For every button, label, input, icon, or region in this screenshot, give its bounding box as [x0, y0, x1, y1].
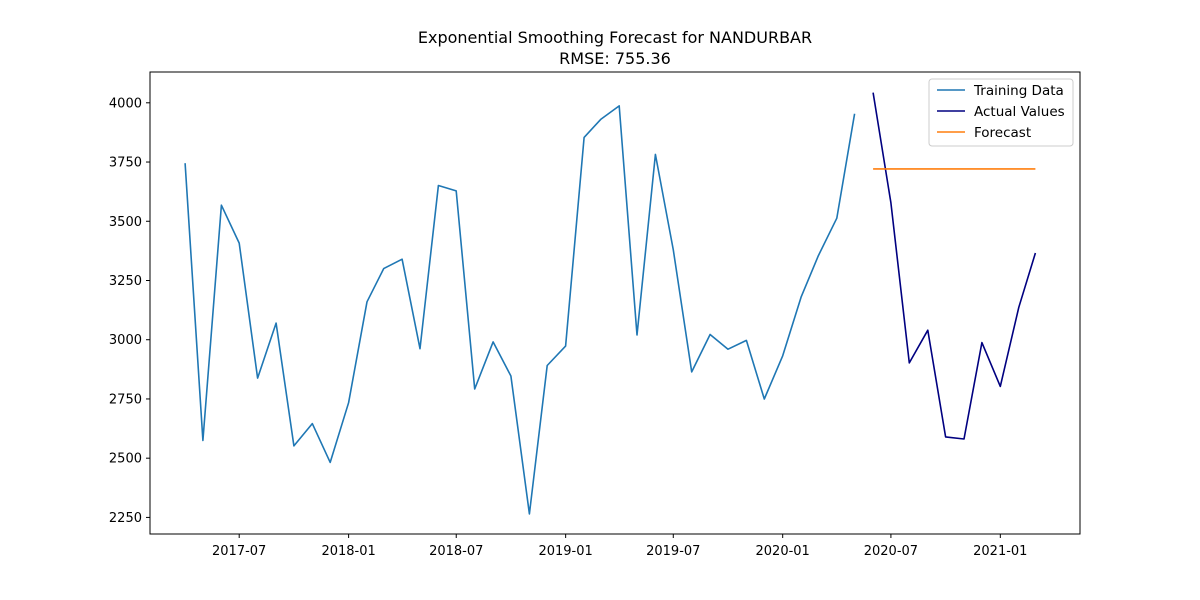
y-tick-label: 2250 — [109, 511, 142, 526]
x-tick-label: 2020-07 — [864, 544, 918, 559]
x-tick-label: 2020-01 — [756, 544, 810, 559]
legend-label-training: Training Data — [973, 83, 1064, 99]
legend-label-forecast: Forecast — [974, 125, 1031, 141]
x-tick-label: 2018-07 — [429, 544, 483, 559]
y-tick-label: 3000 — [109, 333, 142, 348]
series-line-training-data — [184, 105, 856, 515]
plot-frame — [149, 71, 1081, 535]
y-tick-label: 3250 — [109, 274, 142, 289]
x-axis-ticks: 2017-07 2018-01 2018-07 2019-01 2019-07 2020-… — [212, 534, 1027, 559]
x-tick-label: 2019-07 — [646, 544, 700, 559]
y-tick-label: 2500 — [109, 452, 142, 467]
chart-subtitle: RMSE: 755.36 — [559, 49, 671, 68]
y-tick-label: 4000 — [109, 96, 142, 111]
y-tick-label: 3500 — [109, 215, 142, 230]
x-tick-label: 2021-01 — [973, 544, 1027, 559]
x-tick-label: 2019-01 — [538, 544, 592, 559]
x-tick-label: 2018-01 — [321, 544, 375, 559]
series-line-actual-values — [872, 92, 1037, 440]
legend: Training Data Actual Values Forecast — [928, 78, 1074, 147]
plot-lines — [184, 92, 1037, 515]
y-axis-ticks: 2250 2500 2750 3000 3250 3500 3750 4000 — [109, 96, 150, 526]
legend-label-actual: Actual Values — [974, 104, 1065, 120]
legend-box — [928, 78, 1074, 147]
y-tick-label: 2750 — [109, 392, 142, 407]
chart-title: Exponential Smoothing Forecast for NANDU… — [418, 28, 812, 47]
x-tick-label: 2017-07 — [212, 544, 266, 559]
y-tick-label: 3750 — [109, 156, 142, 171]
